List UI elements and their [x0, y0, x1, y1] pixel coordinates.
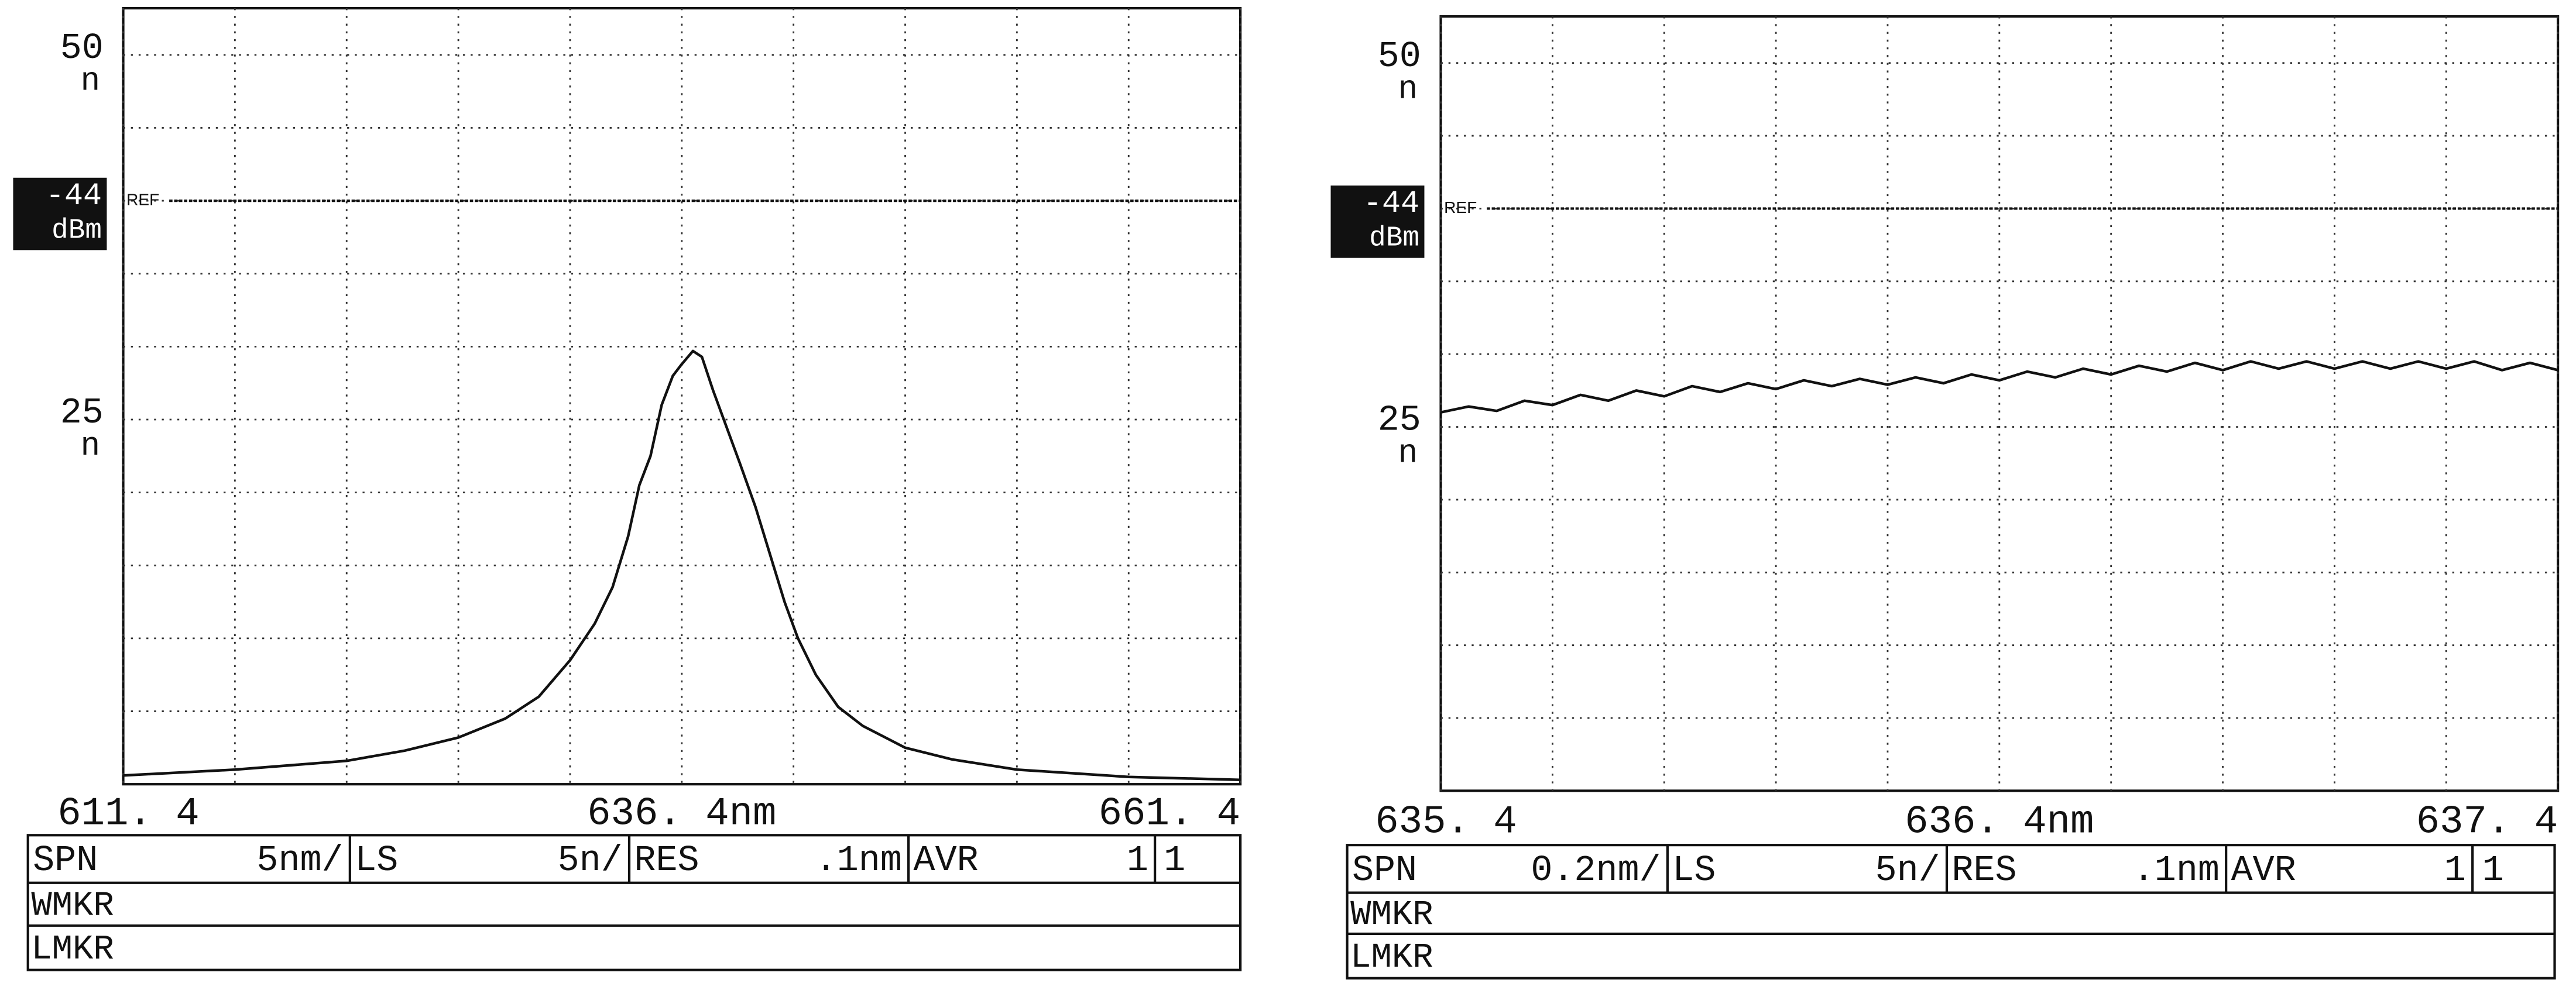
- marker-label: LMKR: [31, 930, 114, 969]
- x-tick-label: 611. 4: [57, 792, 199, 837]
- ref-unit: dBm: [1369, 223, 1419, 255]
- x-tick-label: 637. 4: [2416, 800, 2558, 845]
- status-label: RES: [634, 840, 699, 881]
- status-value: 0.2nm/: [1531, 850, 1661, 891]
- status-label: RES: [1951, 850, 2016, 891]
- marker-label: WMKR: [31, 887, 114, 926]
- y-tick-label: 25: [1378, 400, 1421, 441]
- status-label: LS: [1672, 850, 1716, 891]
- status-table: [1346, 844, 2556, 980]
- y-tick-label: 50: [60, 28, 104, 69]
- marker-label: WMKR: [1350, 895, 1433, 934]
- x-tick-label: 636. 4nm: [587, 792, 776, 837]
- status-value: 5n/: [558, 840, 623, 881]
- x-tick-label: 635. 4: [1375, 800, 1517, 845]
- spectrum-line: [123, 349, 1241, 781]
- status-label: SPN: [1352, 850, 1417, 891]
- ref-label: REF: [126, 191, 159, 209]
- ref-unit: dBm: [52, 215, 102, 246]
- y-tick-label: 50: [1378, 36, 1421, 77]
- y-unit-label: n: [1398, 434, 1418, 472]
- y-tick-label: 25: [60, 393, 104, 434]
- ref-value: -44: [46, 179, 102, 214]
- status-value: 1: [1127, 840, 1148, 881]
- y-unit-label: n: [81, 63, 101, 100]
- y-unit-label: n: [81, 427, 101, 465]
- status-value: 1: [2482, 850, 2504, 891]
- status-value: 5nm/: [256, 840, 343, 881]
- status-label: LS: [355, 840, 398, 881]
- status-label: SPN: [33, 840, 98, 881]
- status-label: AVR: [2231, 850, 2296, 891]
- x-tick-label: 661. 4: [1099, 792, 1240, 837]
- ref-label: REF: [1444, 198, 1477, 217]
- status-value: 5n/: [1875, 850, 1940, 891]
- ref-value: -44: [1363, 187, 1419, 222]
- ref-box: [13, 177, 107, 250]
- status-value: 1: [1164, 840, 1185, 881]
- y-unit-label: n: [1398, 70, 1418, 108]
- status-label: AVR: [914, 840, 979, 881]
- status-value: .1nm: [2133, 850, 2220, 891]
- ref-box: [1330, 185, 1425, 258]
- status-table: [26, 834, 1242, 971]
- marker-label: LMKR: [1350, 938, 1433, 977]
- spectrum-line: [1440, 360, 2558, 414]
- status-value: 1: [2444, 850, 2466, 891]
- status-value: .1nm: [815, 840, 902, 881]
- x-tick-label: 636. 4nm: [1905, 800, 2094, 845]
